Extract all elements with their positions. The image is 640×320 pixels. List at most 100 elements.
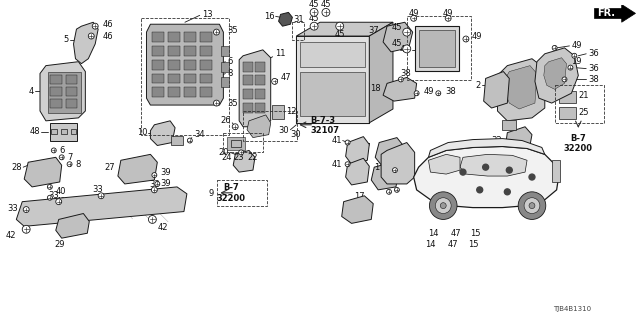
Polygon shape <box>150 121 175 146</box>
Bar <box>200 32 212 42</box>
Text: 33: 33 <box>92 185 102 194</box>
Text: 47: 47 <box>448 240 458 249</box>
Polygon shape <box>247 115 271 138</box>
Text: 32200: 32200 <box>564 144 593 153</box>
Text: 15: 15 <box>468 240 479 249</box>
Circle shape <box>445 15 451 21</box>
Text: 34: 34 <box>194 130 204 139</box>
Circle shape <box>411 15 417 21</box>
Text: 22: 22 <box>248 153 258 162</box>
Bar <box>255 76 265 85</box>
Bar <box>272 105 284 119</box>
Circle shape <box>47 184 52 189</box>
Bar <box>152 60 164 69</box>
Polygon shape <box>239 50 271 127</box>
Text: 32107: 32107 <box>310 126 339 135</box>
Text: 35: 35 <box>227 26 238 35</box>
Circle shape <box>272 78 278 84</box>
Circle shape <box>394 188 399 192</box>
Text: 16: 16 <box>264 12 275 21</box>
Text: 10: 10 <box>137 128 147 137</box>
Bar <box>50 123 77 140</box>
Bar <box>184 32 196 42</box>
Text: 8: 8 <box>227 69 233 78</box>
Text: 7: 7 <box>68 153 73 162</box>
Circle shape <box>148 215 156 223</box>
Polygon shape <box>383 22 413 52</box>
Bar <box>502 120 516 130</box>
Text: 38: 38 <box>588 75 599 84</box>
Text: 47: 47 <box>450 229 461 238</box>
Polygon shape <box>24 157 61 187</box>
Circle shape <box>403 28 411 36</box>
Polygon shape <box>346 158 369 185</box>
Bar <box>61 129 67 134</box>
Bar <box>50 99 61 108</box>
Bar <box>184 60 196 69</box>
Bar <box>243 111 298 140</box>
Text: 6: 6 <box>60 146 65 155</box>
Circle shape <box>23 207 29 212</box>
Text: 11: 11 <box>275 49 285 58</box>
Bar <box>292 22 304 40</box>
Bar <box>171 136 183 146</box>
Text: 1: 1 <box>374 163 379 172</box>
Text: 33: 33 <box>49 191 59 200</box>
Circle shape <box>568 65 573 70</box>
Polygon shape <box>74 22 98 64</box>
Text: 3: 3 <box>488 81 493 90</box>
Bar <box>221 62 229 72</box>
Polygon shape <box>118 154 157 184</box>
Circle shape <box>22 225 30 233</box>
Text: 27: 27 <box>104 163 115 172</box>
Circle shape <box>552 45 557 50</box>
Text: 39: 39 <box>160 180 171 188</box>
Bar <box>50 87 61 96</box>
Text: 45: 45 <box>391 39 402 48</box>
Text: 39: 39 <box>160 168 171 177</box>
Circle shape <box>51 148 56 153</box>
Text: 12: 12 <box>287 108 297 116</box>
Circle shape <box>477 187 483 193</box>
Circle shape <box>529 203 535 209</box>
Text: B-7: B-7 <box>223 183 239 192</box>
Bar <box>555 85 604 123</box>
Circle shape <box>152 187 157 193</box>
Text: 14: 14 <box>425 240 436 249</box>
Bar <box>168 74 180 84</box>
Bar <box>200 46 212 56</box>
Bar <box>300 72 365 116</box>
Circle shape <box>435 198 451 213</box>
Circle shape <box>60 155 64 160</box>
Text: 41: 41 <box>331 136 342 145</box>
Polygon shape <box>621 4 636 22</box>
Bar <box>51 129 57 134</box>
Polygon shape <box>278 12 292 26</box>
Bar <box>168 32 180 42</box>
Bar <box>200 74 212 84</box>
Text: 48: 48 <box>29 127 40 136</box>
Circle shape <box>403 45 411 53</box>
Text: 43: 43 <box>400 45 411 54</box>
Circle shape <box>310 22 318 30</box>
Circle shape <box>562 77 567 82</box>
Polygon shape <box>56 213 90 238</box>
Circle shape <box>88 33 94 39</box>
Circle shape <box>506 167 512 173</box>
Polygon shape <box>17 187 187 226</box>
Circle shape <box>483 164 488 170</box>
Text: 45: 45 <box>309 0 319 9</box>
Text: 49: 49 <box>443 9 453 18</box>
Text: 31: 31 <box>293 15 303 24</box>
Bar <box>231 140 241 148</box>
Polygon shape <box>369 22 393 123</box>
Text: 37: 37 <box>356 170 367 179</box>
Polygon shape <box>233 150 255 172</box>
Text: 49: 49 <box>408 9 419 18</box>
Bar <box>152 32 164 42</box>
Bar <box>243 62 253 72</box>
Text: 30: 30 <box>291 130 301 139</box>
Text: 45: 45 <box>335 29 345 39</box>
Text: 42: 42 <box>6 231 17 240</box>
Bar <box>243 103 253 113</box>
